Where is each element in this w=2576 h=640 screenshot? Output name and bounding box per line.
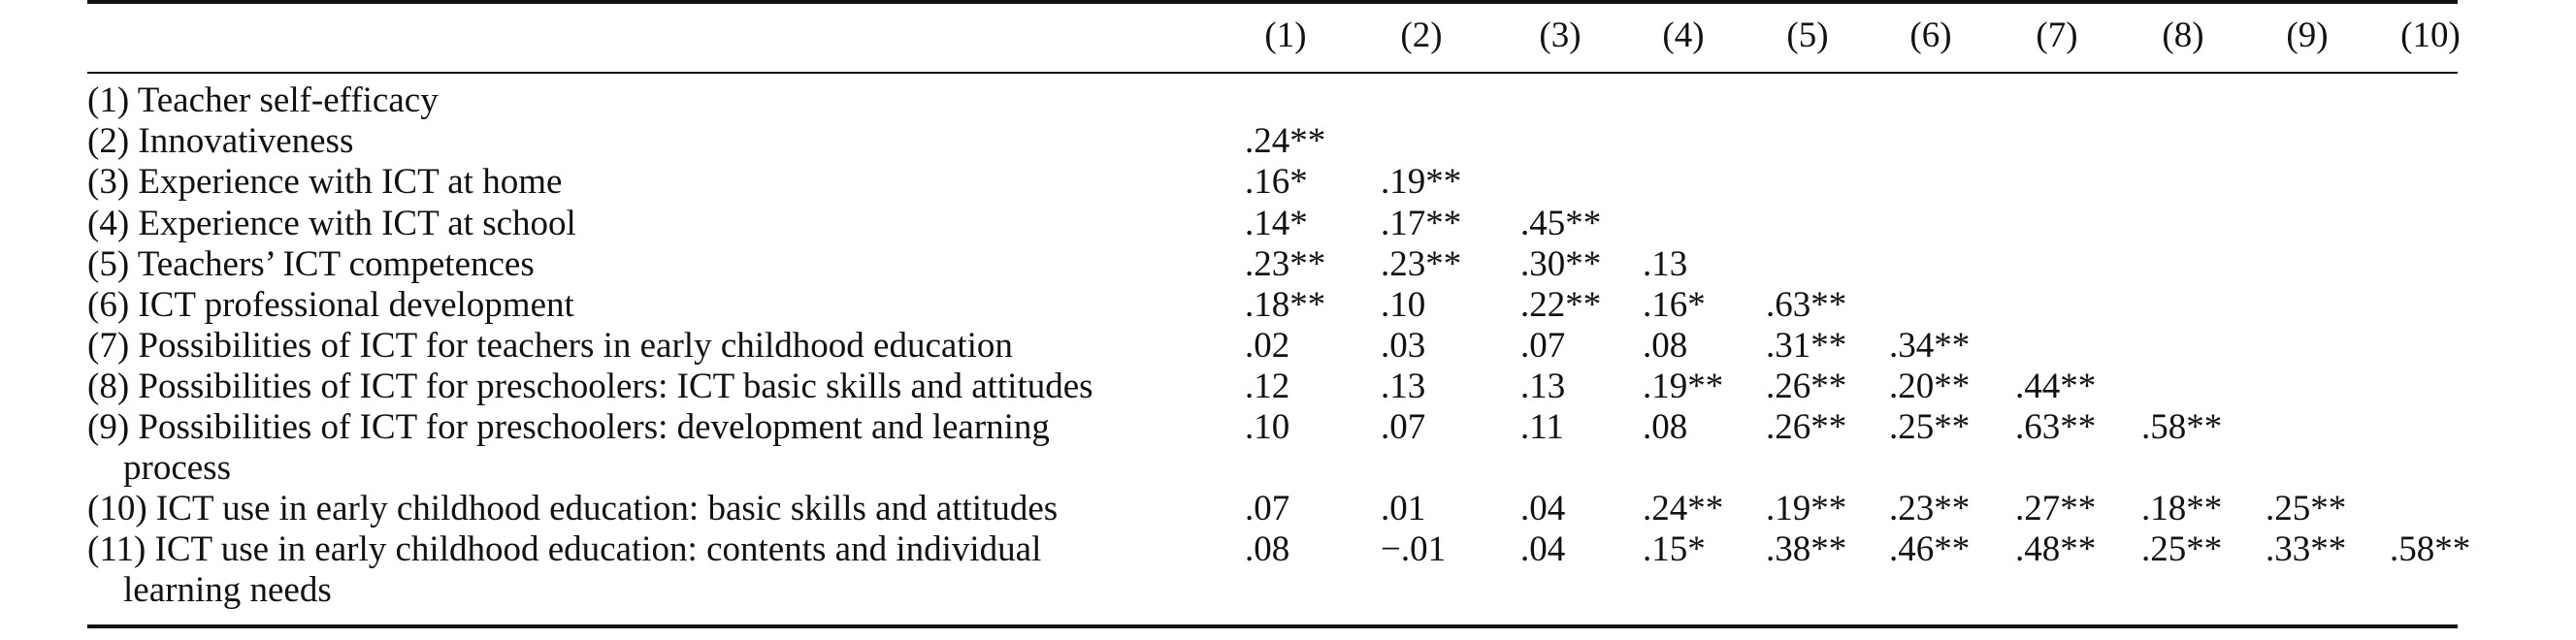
- table-cell: .23**: [1245, 244, 1326, 284]
- table-cell: .13: [1381, 367, 1426, 406]
- table-cell: .01: [1381, 489, 1426, 528]
- table-cell: .24**: [1643, 489, 1724, 528]
- row-label: (5) Teachers’ ICT competences: [87, 244, 535, 284]
- table-cell: .15*: [1643, 529, 1706, 569]
- table-cell: .23**: [1381, 244, 1462, 284]
- table-cell: .26**: [1766, 407, 1847, 447]
- row-label-continued: process: [123, 448, 231, 488]
- table-cell: .31**: [1766, 326, 1847, 366]
- table-cell: .30**: [1520, 244, 1602, 284]
- table-cell: .08: [1643, 407, 1688, 447]
- table-cell: .58**: [2141, 407, 2223, 447]
- table-cell: .45**: [1520, 204, 1602, 243]
- table-cell: .25**: [2141, 529, 2223, 569]
- table-bottom-rule: [87, 624, 2458, 628]
- row-label: (8) Possibilities of ICT for preschooler…: [87, 367, 1093, 406]
- column-header: (8): [2162, 16, 2204, 55]
- table-cell: .33**: [2266, 529, 2347, 569]
- table-cell: .58**: [2390, 529, 2471, 569]
- column-header: (7): [2036, 16, 2078, 55]
- table-cell: .19**: [1381, 162, 1462, 202]
- table-cell: .16*: [1245, 162, 1308, 202]
- table-cell: .10: [1381, 285, 1426, 325]
- table-cell: −.01: [1381, 529, 1447, 569]
- table-cell: .07: [1381, 407, 1426, 447]
- column-header: (2): [1400, 16, 1443, 55]
- row-label: (1) Teacher self-efficacy: [87, 80, 439, 120]
- table-cell: .23**: [1889, 489, 1971, 528]
- row-label: (10) ICT use in early childhood educatio…: [87, 489, 1059, 528]
- table-cell: .63**: [2015, 407, 2097, 447]
- table-cell: .03: [1381, 326, 1426, 366]
- table-cell: .17**: [1381, 204, 1462, 243]
- table-cell: .11: [1520, 407, 1564, 447]
- table-cell: .08: [1643, 326, 1688, 366]
- table-cell: .18**: [1245, 285, 1326, 325]
- row-label-continued: learning needs: [123, 570, 332, 610]
- table-cell: .20**: [1889, 367, 1971, 406]
- table-cell: .16*: [1643, 285, 1706, 325]
- table-cell: .13: [1643, 244, 1688, 284]
- table-top-rule: [87, 0, 2458, 4]
- table-cell: .25**: [1889, 407, 1971, 447]
- row-label: (2) Innovativeness: [87, 121, 354, 161]
- table-cell: .44**: [2015, 367, 2097, 406]
- table-cell: .07: [1245, 489, 1290, 528]
- row-label: (3) Experience with ICT at home: [87, 162, 563, 202]
- column-header: (6): [1909, 16, 1952, 55]
- column-header: (9): [2286, 16, 2329, 55]
- table-cell: .22**: [1520, 285, 1602, 325]
- table-cell: .38**: [1766, 529, 1847, 569]
- table-cell: .25**: [2266, 489, 2347, 528]
- table-cell: .46**: [1889, 529, 1971, 569]
- table-cell: .14*: [1245, 204, 1308, 243]
- column-header: (1): [1264, 16, 1307, 55]
- row-label: (6) ICT professional development: [87, 285, 574, 325]
- table-cell: .13: [1520, 367, 1566, 406]
- table-cell: .48**: [2015, 529, 2097, 569]
- table-header-rule: [87, 72, 2458, 74]
- table-cell: .02: [1245, 326, 1290, 366]
- table-cell: .19**: [1643, 367, 1724, 406]
- row-label: (7) Possibilities of ICT for teachers in…: [87, 326, 1013, 366]
- row-label: (11) ICT use in early childhood educatio…: [87, 529, 1042, 569]
- table-cell: .18**: [2141, 489, 2223, 528]
- table-cell: .12: [1245, 367, 1290, 406]
- table-cell: .19**: [1766, 489, 1847, 528]
- table-cell: .34**: [1889, 326, 1971, 366]
- table-cell: .08: [1245, 529, 1290, 569]
- column-header: (3): [1539, 16, 1581, 55]
- table-cell: .24**: [1245, 121, 1326, 161]
- row-label: (9) Possibilities of ICT for preschooler…: [87, 407, 1050, 447]
- table-cell: .26**: [1766, 367, 1847, 406]
- table-cell: .63**: [1766, 285, 1847, 325]
- table-cell: .04: [1520, 489, 1566, 528]
- table-cell: .04: [1520, 529, 1566, 569]
- row-label: (4) Experience with ICT at school: [87, 204, 576, 243]
- column-header: (4): [1662, 16, 1705, 55]
- column-header: (10): [2400, 16, 2461, 55]
- table-cell: .10: [1245, 407, 1290, 447]
- table-cell: .07: [1520, 326, 1566, 366]
- table-cell: .27**: [2015, 489, 2097, 528]
- column-header: (5): [1786, 16, 1829, 55]
